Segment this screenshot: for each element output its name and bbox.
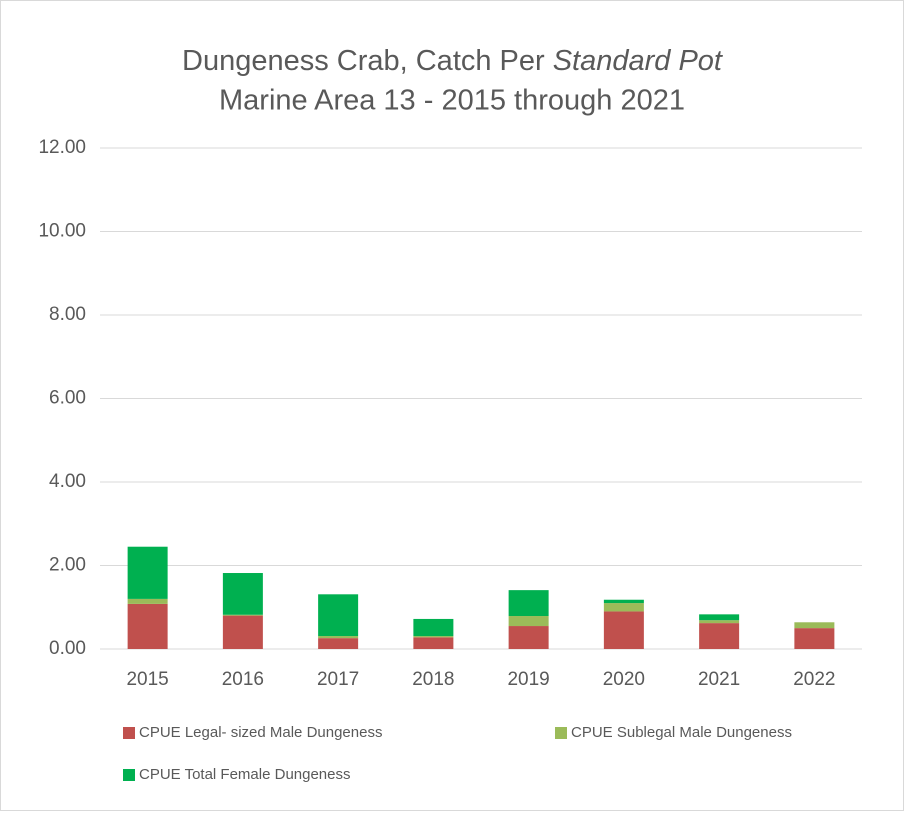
x-tick-label: 2017 [317,669,359,690]
y-tick-label: 10.00 [38,221,86,242]
bar-segment [127,598,168,604]
bar-segment [222,573,263,615]
bar-segment [508,590,549,617]
bar-segment [508,626,549,649]
legend-swatch [555,727,567,739]
title-part: Dungeness Crab, Catch Per [182,45,545,77]
bar-segment [508,616,549,627]
title-italic: Standard Pot [553,45,724,77]
y-tick-label: 2.00 [49,555,86,576]
x-tick-label: 2016 [222,669,264,690]
legend-label: CPUE Sublegal Male Dungeness [571,724,792,741]
y-tick-label: 4.00 [49,471,86,492]
chart-subtitle: Marine Area 13 - 2015 through 2021 [219,85,685,117]
bar-segment [127,603,168,649]
bar-segment [413,618,454,637]
bar-segment [318,638,359,649]
x-tick-label: 2015 [126,669,168,690]
bar-segment [318,636,359,639]
bar-segment [699,623,740,649]
legend-label: CPUE Legal- sized Male Dungeness [139,724,382,741]
chart-title: Dungeness Crab, Catch Per Standard Pot [182,45,724,77]
bar-segment [413,637,454,649]
legend-label: CPUE Total Female Dungeness [139,766,351,783]
bar-segment [127,546,168,599]
bar-segment [699,614,740,621]
bar-segment [413,636,454,638]
y-tick-label: 8.00 [49,304,86,325]
bar-segment [603,611,644,649]
bar-segment [318,594,359,637]
x-tick-label: 2018 [412,669,454,690]
y-tick-label: 12.00 [38,137,86,158]
x-tick-label: 2019 [507,669,549,690]
bar-segment [603,599,644,604]
x-tick-label: 2020 [603,669,645,690]
bar-segment [794,622,835,629]
bar-segment [222,615,263,649]
legend-swatch [123,769,135,781]
x-tick-label: 2022 [793,669,835,690]
y-tick-label: 0.00 [49,638,86,659]
bar-segment [794,628,835,649]
bar-segment [603,603,644,612]
y-tick-label: 6.00 [49,388,86,409]
bar-segment [222,614,263,616]
legend-swatch [123,727,135,739]
bar-segment [699,620,740,624]
x-tick-label: 2021 [698,669,740,690]
